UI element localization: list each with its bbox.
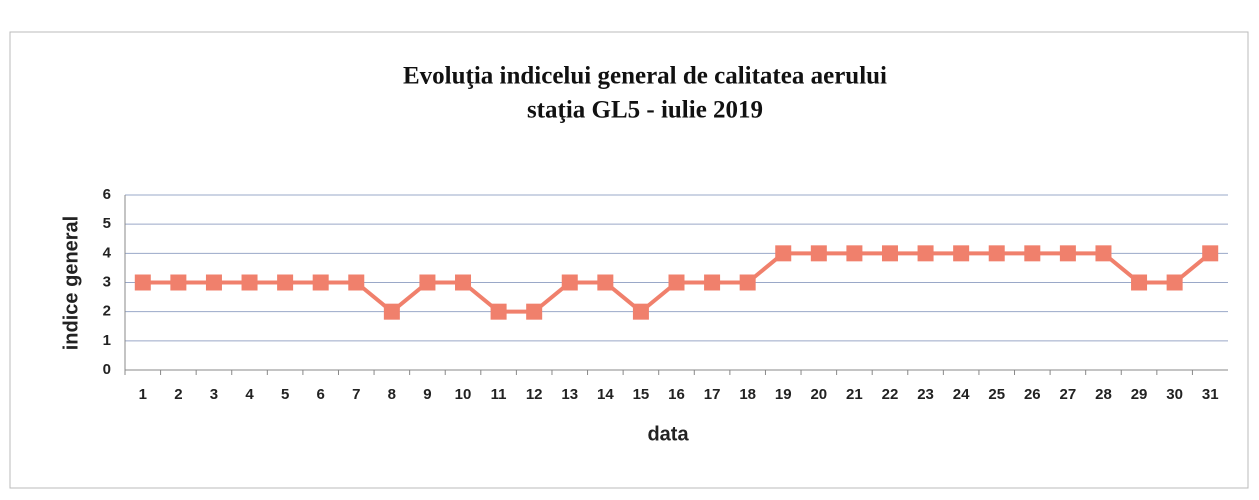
y-axis-title: indice general [60,216,82,351]
x-tick-label: 3 [210,386,218,403]
x-tick-label: 17 [704,386,721,403]
data-marker [241,274,258,291]
x-tick-label: 19 [775,386,792,403]
data-marker [1095,245,1112,262]
data-marker [1024,245,1041,262]
data-marker [632,303,649,320]
x-tick-label: 22 [882,386,899,403]
y-tick-label: 6 [103,186,111,203]
data-marker [170,274,187,291]
x-tick-label: 28 [1095,386,1112,403]
x-tick-label: 25 [988,386,1005,403]
x-tick-label: 18 [739,386,756,403]
y-tick-label: 5 [103,215,111,232]
chart-title: Evoluţia indicelui general de calitatea … [403,63,887,90]
data-marker [1059,245,1076,262]
x-axis-title: data [647,423,689,445]
x-tick-label: 30 [1166,386,1183,403]
data-marker [810,245,827,262]
x-tick-label: 21 [846,386,863,403]
x-tick-label: 24 [953,386,970,403]
data-marker [561,274,578,291]
x-tick-label: 1 [139,386,147,403]
x-tick-label: 26 [1024,386,1041,403]
data-marker [419,274,436,291]
data-marker [490,303,507,320]
data-marker [134,274,151,291]
data-marker [1202,245,1219,262]
x-tick-label: 9 [423,386,431,403]
x-tick-label: 13 [561,386,578,403]
x-tick-label: 2 [174,386,182,403]
data-marker [917,245,934,262]
chart-frame [9,31,1249,489]
data-marker [953,245,970,262]
y-tick-label: 3 [103,273,111,290]
y-tick-label: 1 [103,332,111,349]
data-marker [1166,274,1183,291]
y-tick-label: 2 [103,303,111,320]
x-tick-label: 27 [1060,386,1077,403]
data-marker [775,245,792,262]
x-tick-label: 14 [597,386,614,403]
data-marker [348,274,365,291]
data-marker [988,245,1005,262]
x-tick-label: 6 [317,386,325,403]
x-tick-label: 23 [917,386,934,403]
x-tick-label: 10 [455,386,472,403]
chart-subtitle: staţia GL5 - iulie 2019 [527,97,763,124]
data-marker [205,274,222,291]
data-marker [881,245,898,262]
x-tick-label: 31 [1202,386,1219,403]
x-tick-label: 20 [810,386,827,403]
data-marker [455,274,472,291]
y-tick-label: 0 [103,361,111,378]
x-tick-label: 16 [668,386,685,403]
x-tick-label: 4 [245,386,254,403]
data-marker [383,303,400,320]
data-marker [704,274,721,291]
data-marker [312,274,329,291]
data-marker [277,274,294,291]
x-tick-label: 8 [388,386,396,403]
x-tick-label: 5 [281,386,289,403]
x-tick-label: 29 [1131,386,1148,403]
y-tick-label: 4 [103,244,112,261]
data-marker [526,303,543,320]
data-marker [846,245,863,262]
x-tick-label: 7 [352,386,360,403]
x-tick-label: 12 [526,386,543,403]
data-marker [668,274,685,291]
x-tick-label: 15 [633,386,650,403]
data-marker [597,274,614,291]
data-marker [1131,274,1148,291]
data-marker [739,274,756,291]
x-tick-label: 11 [491,386,507,403]
